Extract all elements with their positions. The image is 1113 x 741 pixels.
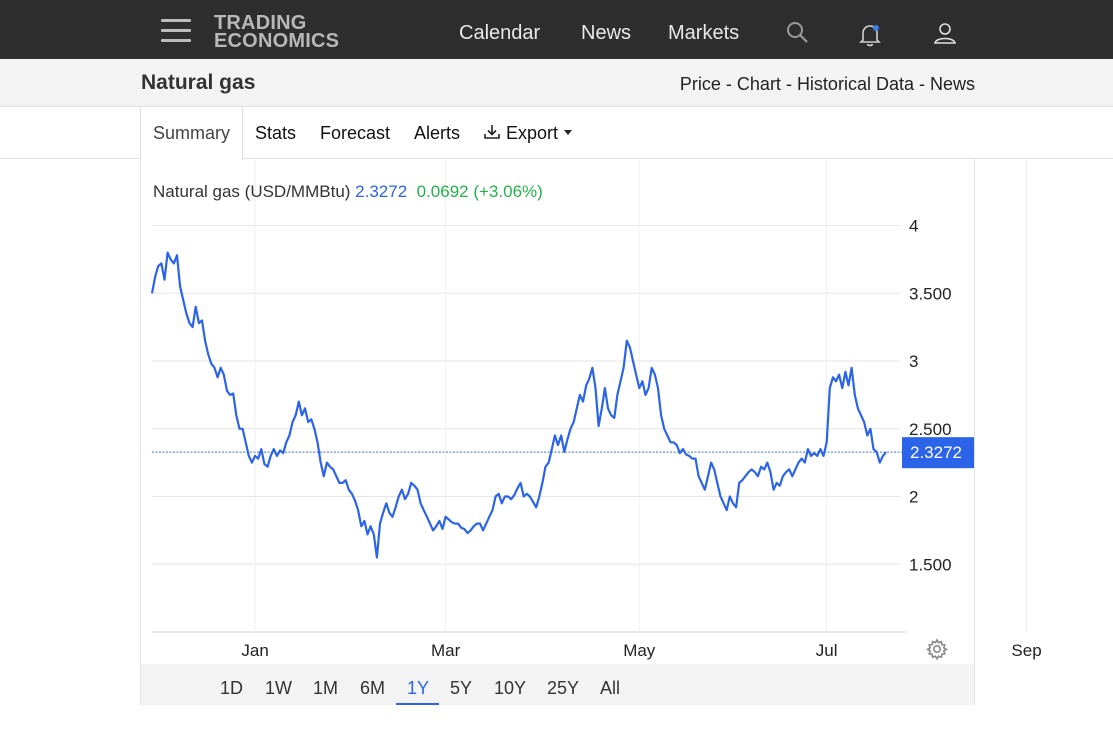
logo-line2: ECONOMICS bbox=[214, 30, 340, 52]
tab-export[interactable]: Export bbox=[483, 107, 573, 159]
y-tick-label: 3.500 bbox=[909, 284, 952, 303]
chart-container bbox=[140, 159, 975, 705]
link-separator: - bbox=[720, 74, 737, 94]
page-title: Natural gas bbox=[141, 71, 256, 94]
tab-export-label: Export bbox=[506, 123, 559, 143]
range-5y[interactable]: 5Y bbox=[450, 678, 473, 698]
y-tick-label: 3 bbox=[909, 352, 918, 371]
range-1m[interactable]: 1M bbox=[313, 678, 339, 698]
range-all[interactable]: All bbox=[600, 678, 621, 698]
active-range-underline bbox=[396, 703, 439, 705]
sub-links: Price - Chart - Historical Data - News bbox=[680, 74, 975, 95]
tab-forecast[interactable]: Forecast bbox=[320, 123, 391, 143]
x-tick-label: Jan bbox=[241, 641, 268, 660]
x-tick-label: Sep bbox=[1011, 641, 1041, 660]
link-historical-data[interactable]: Historical Data bbox=[796, 74, 914, 94]
x-tick-label: Mar bbox=[431, 641, 461, 660]
series-line bbox=[150, 251, 887, 559]
series-title: Natural gas (USD/MMBtu) bbox=[153, 182, 351, 201]
range-10y[interactable]: 10Y bbox=[494, 678, 527, 698]
top-navbar: TRADING ECONOMICS Calendar News Markets bbox=[0, 0, 1113, 59]
tab-alerts[interactable]: Alerts bbox=[414, 123, 461, 143]
y-tick-label: 2.500 bbox=[909, 420, 952, 439]
sub-header: Natural gas Price - Chart - Historical D… bbox=[0, 59, 1113, 107]
nav-news[interactable]: News bbox=[581, 22, 632, 44]
y-tick-label: 4 bbox=[909, 217, 918, 236]
x-tick-label: Jul bbox=[816, 641, 838, 660]
logo-line1: TRADING bbox=[214, 12, 307, 34]
chart-grid bbox=[152, 160, 1028, 633]
nav-markets[interactable]: Markets bbox=[668, 22, 740, 44]
link-separator: - bbox=[913, 74, 930, 94]
range-1y[interactable]: 1Y bbox=[407, 678, 430, 698]
nav-calendar[interactable]: Calendar bbox=[459, 22, 541, 44]
menu-icon[interactable] bbox=[161, 19, 191, 43]
link-separator: - bbox=[780, 74, 797, 94]
series-value: 2.3272 bbox=[355, 182, 408, 201]
y-tick-label: 2 bbox=[909, 488, 918, 507]
bell-icon[interactable] bbox=[858, 22, 882, 53]
x-tick-label: May bbox=[623, 641, 656, 660]
chart-header: Natural gas (USD/MMBtu) 2.3272 0.0692 (+… bbox=[153, 182, 543, 202]
series-change: 0.0692 (+3.06%) bbox=[416, 182, 543, 201]
range-25y[interactable]: 25Y bbox=[547, 678, 580, 698]
range-selector: 1D 1W 1M 6M 1Y 5Y 10Y 25Y All bbox=[141, 664, 974, 705]
current-value-label: 2.3272 bbox=[910, 443, 962, 462]
range-6m[interactable]: 6M bbox=[360, 678, 386, 698]
y-axis: 4 3.500 3 2.500 2 1.500 bbox=[909, 217, 952, 575]
gear-icon[interactable] bbox=[925, 638, 949, 665]
x-axis: Jan Mar May Jul Sep bbox=[241, 641, 1041, 660]
y-tick-label: 1.500 bbox=[909, 555, 952, 574]
caret-down-icon bbox=[564, 130, 573, 135]
range-1w[interactable]: 1W bbox=[265, 678, 292, 698]
download-icon bbox=[484, 125, 500, 139]
link-chart[interactable]: Chart bbox=[736, 74, 781, 94]
link-price[interactable]: Price bbox=[679, 74, 721, 94]
tab-summary[interactable]: Summary bbox=[140, 107, 243, 160]
tabs-bar: Summary Stats Forecast Alerts Export bbox=[0, 107, 1113, 160]
search-icon[interactable] bbox=[785, 20, 809, 49]
current-value-badge bbox=[902, 437, 974, 469]
user-icon[interactable] bbox=[934, 22, 956, 49]
logo[interactable]: TRADING ECONOMICS bbox=[214, 12, 340, 52]
range-1d[interactable]: 1D bbox=[220, 678, 244, 698]
tab-stats[interactable]: Stats bbox=[255, 123, 297, 143]
link-news[interactable]: News bbox=[929, 74, 975, 94]
